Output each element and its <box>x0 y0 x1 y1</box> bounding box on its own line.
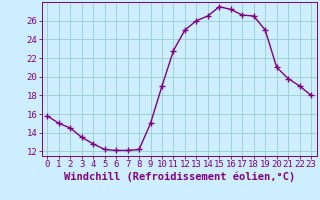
X-axis label: Windchill (Refroidissement éolien,°C): Windchill (Refroidissement éolien,°C) <box>64 172 295 182</box>
